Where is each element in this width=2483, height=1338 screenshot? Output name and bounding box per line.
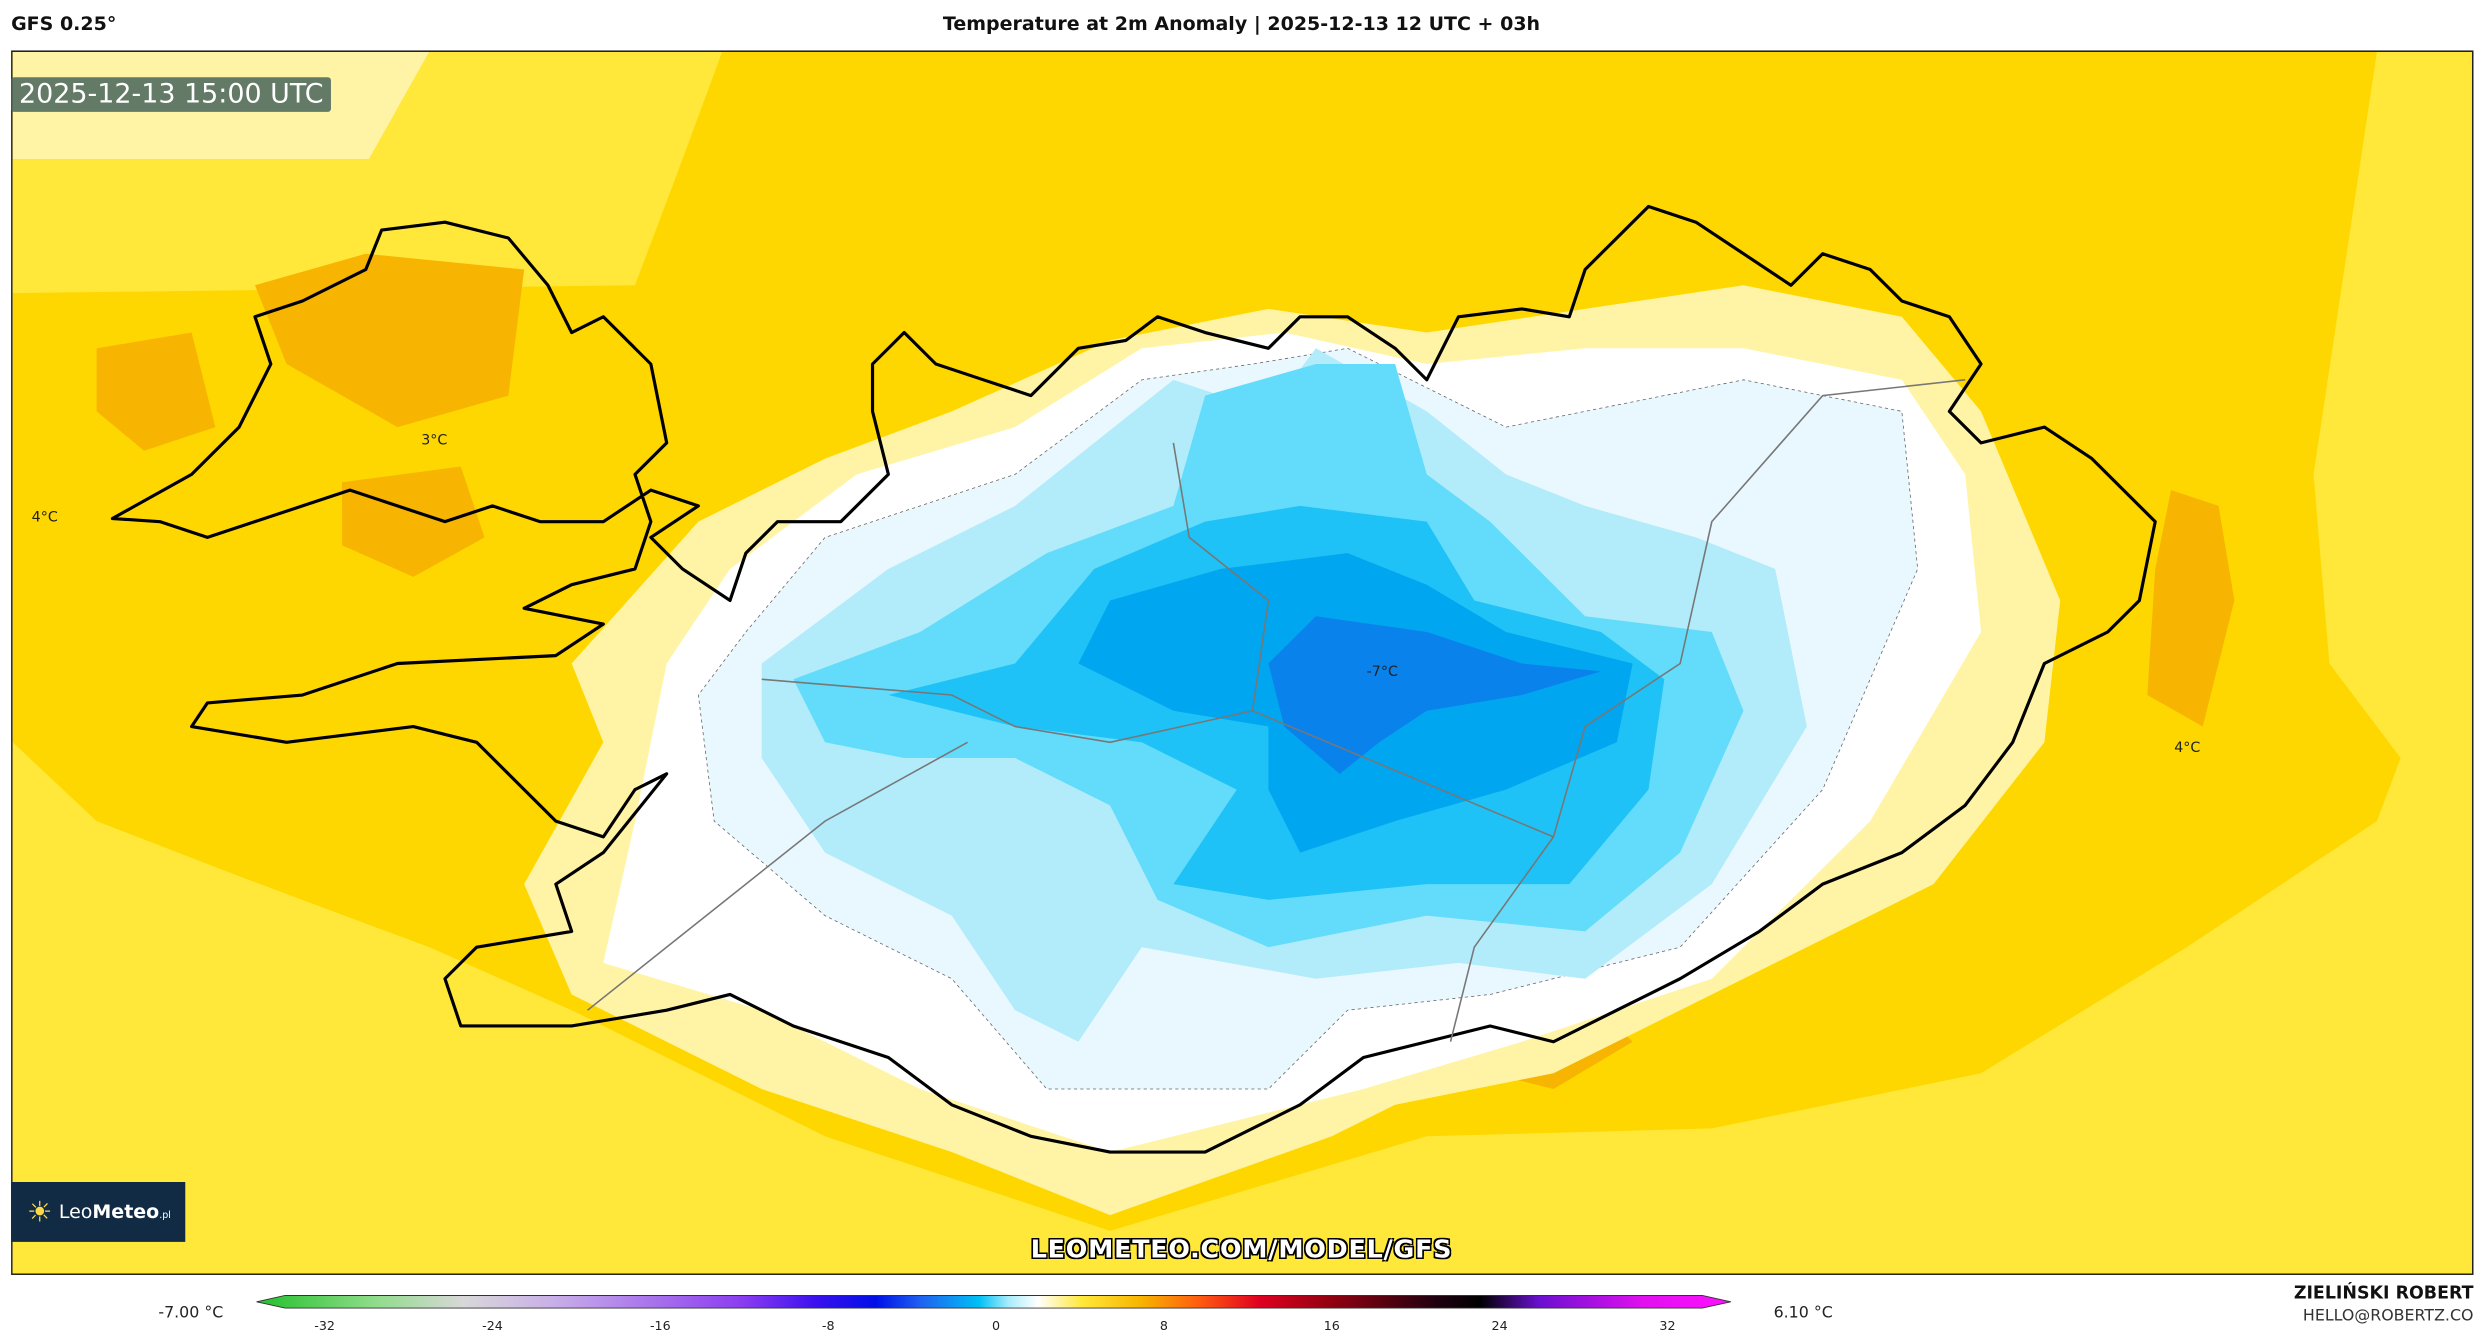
contour-orange-west [254,253,525,428]
valid-time-badge: 2025-12-13 15:00 UTC [11,77,332,112]
colorbar [256,1294,1731,1309]
watermark-url: LEOMETEO.COM/MODEL/GFS [1030,1234,1453,1264]
contour-yellow-south [12,52,2472,1274]
colorbar-tick: 16 [1323,1319,1340,1334]
author-email[interactable]: HELLO@ROBERTZ.CO [2302,1308,2474,1326]
leometeo-logo[interactable]: ☀ LeoMeteo.pl [11,1182,186,1242]
map-area [11,50,2474,1275]
contour-label: -7°C [1366,665,1398,681]
contour-label: 4°C [31,510,58,527]
colorbar-tick: -32 [314,1319,335,1334]
logo-text: LeoMeteo.pl [58,1200,171,1223]
coastline [110,204,2157,1154]
contour-label: 4°C [2174,740,2201,757]
contour-blue3 [1268,616,1601,774]
colorbar-tick: 8 [1159,1319,1168,1334]
contour-yellow-corner [12,52,723,294]
colorbar-tick: -8 [821,1319,835,1334]
contour-label: 3°C [421,433,448,450]
colorbar-tick: 0 [992,1319,1001,1334]
colorbar-max-label: 6.10 °C [1773,1304,1833,1323]
colorbar-tick: 32 [1659,1319,1676,1334]
author-name: ZIELIŃSKI ROBERT [2293,1282,2474,1304]
colorbar-tick: -16 [649,1319,671,1334]
contour-orange-west2 [96,332,216,451]
model-name: GFS 0.25° [11,12,117,35]
chart-title: Temperature at 2m Anomaly | 2025-12-13 1… [942,12,1541,35]
anomaly-map [12,52,2472,1274]
colorbar-tick: -24 [482,1319,503,1334]
sun-icon: ☀ [26,1195,53,1229]
contour-orange-east [2147,490,2235,727]
colorbar-min-label: -7.00 °C [158,1304,224,1323]
colorbar-tick: 24 [1491,1319,1508,1334]
contour-orange-west3 [342,466,485,577]
region-boundaries [587,379,1966,1042]
